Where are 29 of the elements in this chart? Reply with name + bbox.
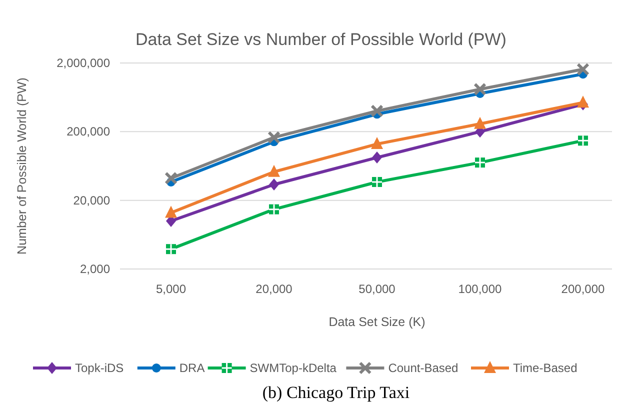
point — [269, 178, 279, 191]
legend-label: Topk-iDS — [75, 361, 124, 375]
point — [268, 130, 280, 144]
x-axis-title: Data Set Size (K) — [328, 315, 426, 329]
x-tick-label: 100,000 — [458, 282, 502, 296]
point — [474, 116, 486, 129]
y-tick-label: 2,000,000 — [56, 56, 110, 70]
x-tick-label: 50,000 — [358, 282, 396, 296]
point — [164, 172, 178, 185]
legend-label: Count-Based — [388, 361, 458, 375]
x-tick-label: 5,000 — [156, 282, 186, 296]
x-tick-label: 20,000 — [256, 282, 293, 296]
legend-label: Time-Based — [513, 361, 578, 375]
y-tick-label: 200,000 — [66, 124, 110, 139]
y-tick-label: 2,000 — [80, 262, 110, 276]
point — [268, 164, 280, 177]
y-axis-title: Number of Possible World (PW) — [15, 78, 29, 254]
point — [474, 82, 486, 96]
point — [576, 62, 590, 76]
y-tick-label: 20,000 — [73, 193, 110, 208]
point — [370, 104, 384, 118]
x-tick-label: 200,000 — [561, 282, 606, 296]
point — [372, 152, 382, 164]
text: (b) Chicago Trip Taxi — [262, 383, 410, 402]
point — [371, 137, 383, 150]
chart-title: Data Set Size vs Number of Possible World (PW) — [136, 30, 506, 49]
point — [165, 206, 177, 218]
legend-label: SWMTop-kDelta — [250, 361, 337, 375]
legend-label: DRA — [179, 361, 205, 375]
